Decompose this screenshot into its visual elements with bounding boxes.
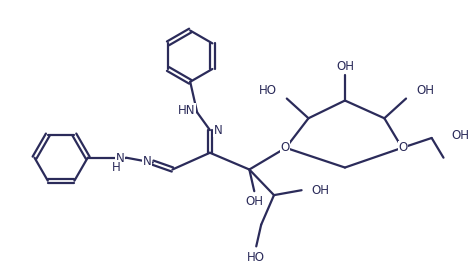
Text: O: O [398,141,408,154]
Text: N: N [143,155,152,168]
Text: OH: OH [336,60,354,73]
Text: HO: HO [247,251,265,264]
Text: OH: OH [451,129,470,143]
Text: OH: OH [245,194,263,208]
Text: O: O [280,141,290,154]
Text: OH: OH [416,84,434,97]
Text: HN: HN [178,104,195,117]
Text: H: H [112,161,121,174]
Text: OH: OH [311,184,329,197]
Text: N: N [115,152,124,165]
Text: N: N [214,123,223,137]
Text: HO: HO [259,84,277,97]
